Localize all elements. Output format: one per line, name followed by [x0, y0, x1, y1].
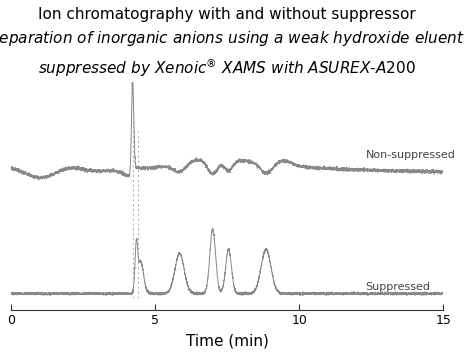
- Text: Suppressed: Suppressed: [365, 282, 430, 291]
- Title: Ion chromatography with and without suppressor
$\it{Separation\ of\ inorganic\ a: Ion chromatography with and without supp…: [0, 7, 465, 79]
- Text: Non-suppressed: Non-suppressed: [365, 150, 456, 160]
- X-axis label: Time (min): Time (min): [186, 333, 269, 348]
